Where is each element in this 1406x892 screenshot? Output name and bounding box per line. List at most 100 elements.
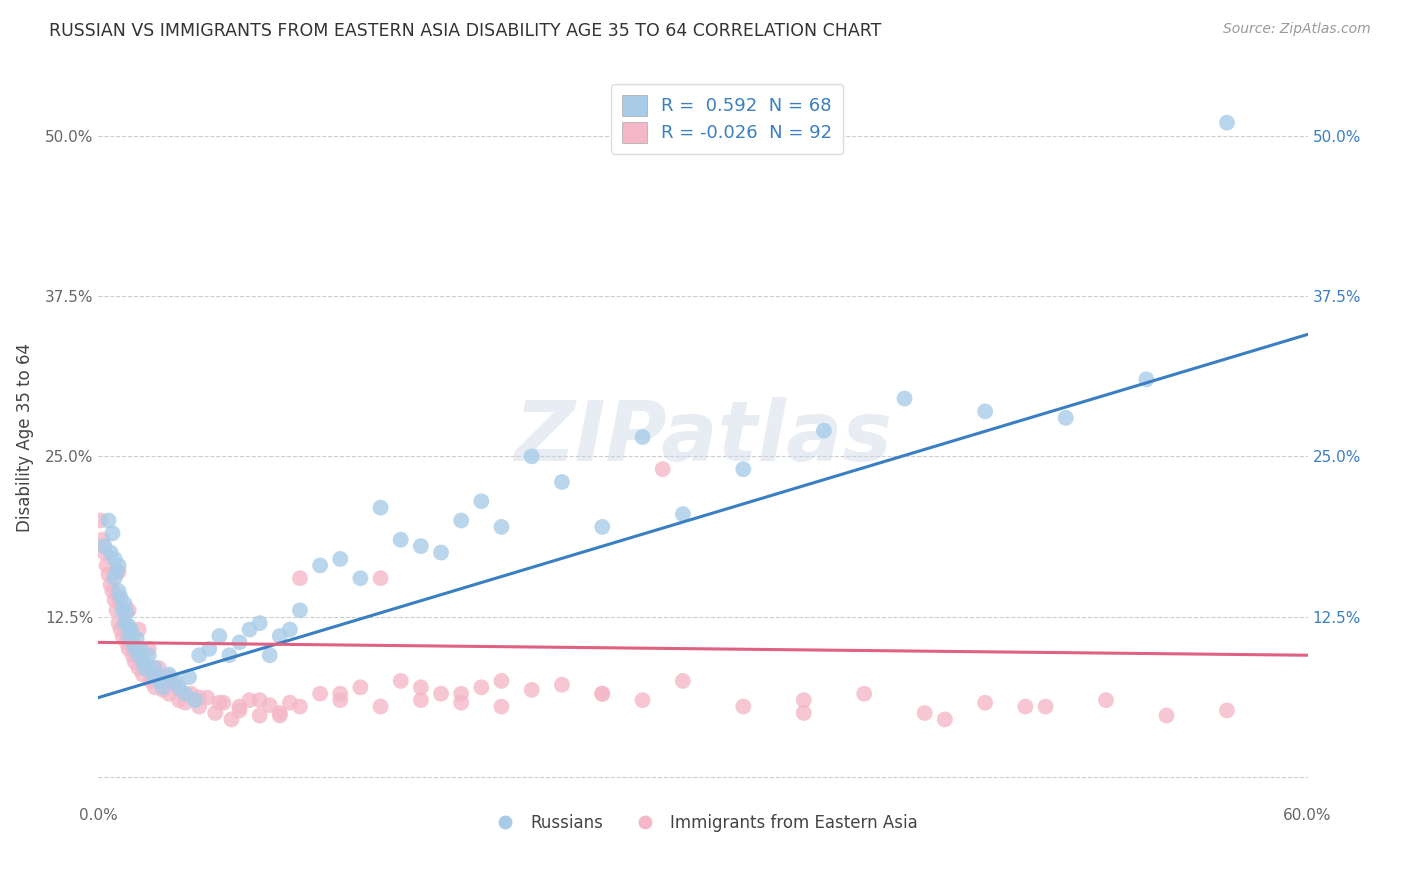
Point [1156, 708, 1178, 723]
Point [208, 629, 231, 643]
Point [228, 635, 250, 649]
Point [107, 584, 129, 599]
Point [125, 632, 148, 646]
Point [93, 539, 115, 553]
Point [1095, 693, 1118, 707]
Point [249, 708, 271, 723]
Point [551, 475, 574, 489]
Point [269, 629, 291, 643]
Point [157, 667, 180, 681]
Point [329, 552, 352, 566]
Point [135, 657, 157, 672]
Point [239, 623, 262, 637]
Point [125, 644, 148, 658]
Point [118, 629, 141, 643]
Point [672, 507, 695, 521]
Point [1216, 116, 1239, 130]
Point [409, 693, 432, 707]
Point [430, 687, 453, 701]
Point [105, 565, 128, 579]
Point [329, 687, 352, 701]
Point [114, 618, 136, 632]
Point [450, 687, 472, 701]
Point [167, 682, 190, 697]
Point [733, 699, 755, 714]
Point [349, 571, 371, 585]
Point [212, 696, 235, 710]
Point [188, 648, 211, 663]
Point [103, 593, 125, 607]
Point [239, 693, 262, 707]
Point [974, 696, 997, 710]
Point [551, 678, 574, 692]
Point [893, 392, 915, 406]
Point [188, 699, 211, 714]
Point [107, 565, 129, 579]
Point [409, 539, 432, 553]
Text: ZIPatlas: ZIPatlas [515, 397, 891, 477]
Point [329, 693, 352, 707]
Point [115, 635, 138, 649]
Point [167, 693, 190, 707]
Point [107, 616, 129, 631]
Point [591, 520, 613, 534]
Point [591, 687, 613, 701]
Point [167, 681, 190, 695]
Point [174, 687, 197, 701]
Point [111, 603, 134, 617]
Point [370, 500, 392, 515]
Point [97, 514, 120, 528]
Point [249, 616, 271, 631]
Point [309, 558, 332, 573]
Point [120, 632, 142, 646]
Point [651, 462, 673, 476]
Point [128, 648, 150, 663]
Point [228, 699, 250, 714]
Point [134, 661, 156, 675]
Point [793, 706, 815, 720]
Point [148, 673, 170, 688]
Point [1216, 703, 1239, 717]
Point [184, 693, 207, 707]
Text: Source: ZipAtlas.com: Source: ZipAtlas.com [1223, 22, 1371, 37]
Point [672, 673, 695, 688]
Point [143, 661, 166, 675]
Point [269, 706, 291, 720]
Point [370, 699, 392, 714]
Point [139, 673, 162, 688]
Point [118, 618, 141, 632]
Point [174, 696, 197, 710]
Point [101, 526, 124, 541]
Point [93, 545, 115, 559]
Point [204, 706, 226, 720]
Point [1014, 699, 1036, 714]
Legend: Russians, Immigrants from Eastern Asia: Russians, Immigrants from Eastern Asia [482, 807, 924, 838]
Point [221, 712, 243, 726]
Point [124, 641, 146, 656]
Point [370, 571, 392, 585]
Point [430, 545, 453, 559]
Point [470, 681, 492, 695]
Point [1054, 410, 1077, 425]
Point [218, 648, 240, 663]
Point [853, 687, 876, 701]
Point [96, 558, 118, 573]
Point [813, 424, 835, 438]
Point [118, 641, 141, 656]
Point [103, 571, 125, 585]
Point [259, 648, 281, 663]
Point [278, 696, 301, 710]
Point [188, 690, 211, 705]
Point [520, 682, 543, 697]
Point [105, 603, 128, 617]
Point [152, 681, 174, 695]
Point [89, 514, 111, 528]
Point [114, 597, 136, 611]
Point [974, 404, 997, 418]
Point [228, 703, 250, 717]
Point [152, 682, 174, 697]
Point [1035, 699, 1057, 714]
Point [107, 558, 129, 573]
Point [288, 571, 311, 585]
Point [793, 693, 815, 707]
